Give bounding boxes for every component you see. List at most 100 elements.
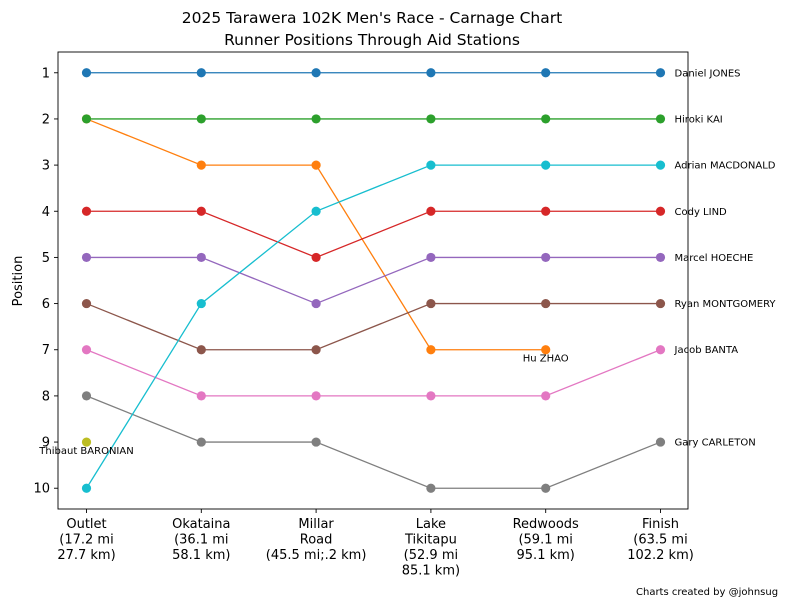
y-tick-label: 7 (42, 343, 50, 358)
x-tick-label-line: 102.2 km) (627, 548, 694, 563)
x-tick-label: Okataina (36.1 mi 58.1 km) (172, 517, 230, 563)
x-tick-label-line: (45.5 mi;.2 km) (266, 548, 367, 563)
y-tick-label: 3 (42, 159, 50, 174)
runner-label: Marcel HOECHE (675, 253, 754, 264)
series-point (655, 298, 666, 309)
y-tick-label: 8 (42, 389, 50, 404)
series-point (426, 391, 436, 401)
x-tick-label-line: Tikitapu (404, 533, 457, 548)
y-tick-label: 2 (42, 112, 50, 127)
series-point (311, 68, 321, 78)
series-point (81, 391, 92, 401)
runner-label: Hu ZHAO (523, 354, 569, 365)
series-point (426, 68, 436, 78)
x-tick-label-line: Redwoods (513, 517, 579, 532)
series-cody-lind (81, 206, 666, 263)
chart-subtitle: Runner Positions Through Aid Stations (224, 31, 520, 49)
series-daniel-jones (81, 68, 666, 78)
series-point (655, 437, 666, 447)
series-point (541, 345, 551, 355)
series-point (426, 206, 436, 216)
series-point (655, 252, 666, 263)
series-line (86, 210, 661, 259)
series-point (311, 345, 321, 355)
series-point (426, 160, 436, 170)
x-tick-label-line: 58.1 km) (172, 548, 230, 563)
x-tick-label: Millar Road (45.5 mi;.2 km) (266, 517, 367, 563)
y-tick-label: 10 (33, 482, 50, 497)
series-point (541, 483, 551, 493)
series-point (311, 206, 321, 216)
runner-label: Hiroki KAI (675, 114, 723, 125)
series-point (311, 252, 321, 263)
x-tick-label-line: (17.2 mi (59, 533, 113, 548)
x-tick-label-line: Lake (416, 517, 446, 532)
x-tick-label-line: (63.5 mi (633, 533, 687, 548)
x-tick-label-line: (36.1 mi (174, 533, 228, 548)
y-tick-label: 6 (42, 297, 50, 312)
series-point (311, 298, 321, 309)
series-thibaut-baronian (81, 437, 92, 447)
series-gary-carleton (81, 391, 666, 493)
x-tick-label: Outlet (17.2 mi 27.7 km) (57, 517, 115, 563)
series-point (196, 252, 206, 263)
series-point (426, 252, 436, 263)
series-point (541, 160, 551, 170)
series-point (655, 114, 666, 124)
series-point (81, 68, 92, 78)
series-point (311, 437, 321, 447)
plot-area: 1 2 3 4 5 6 7 8 9 10 Outlet (17.2 mi 27.7 km) Okatain… (33, 51, 777, 579)
runner-label: Cody LIND (675, 207, 728, 218)
series-line (86, 302, 661, 351)
series-point (541, 206, 551, 216)
x-tick-label-line: Road (300, 533, 333, 548)
series-point (81, 437, 92, 447)
series-point (426, 483, 436, 493)
y-tick-label: 9 (42, 436, 50, 451)
x-tick-label-line: 85.1 km) (402, 564, 460, 579)
series-point (426, 298, 436, 309)
series-point (541, 68, 551, 78)
series-marcel-hoeche (81, 252, 666, 309)
series-point (196, 68, 206, 78)
x-tick-label-line: Finish (642, 517, 679, 532)
series-point (196, 298, 206, 309)
x-tick-label: Redwoods (59.1 mi 95.1 km) (513, 517, 579, 563)
runner-label: Ryan MONTGOMERY (675, 299, 777, 310)
series-point (196, 206, 206, 216)
runner-label: Daniel JONES (675, 68, 741, 79)
runner-label: Thibaut BARONIAN (38, 446, 133, 457)
x-tick-label-line: Okataina (172, 517, 230, 532)
series-point (541, 114, 551, 124)
chart-title: 2025 Tarawera 102K Men's Race - Carnage … (182, 9, 562, 27)
runner-label: Adrian MACDONALD (675, 161, 776, 172)
series-point (81, 483, 92, 493)
series-point (311, 114, 321, 124)
series-line (86, 349, 661, 397)
series-jacob-banta (81, 345, 666, 401)
series-point (311, 391, 321, 401)
series-point (541, 252, 551, 263)
series-point (426, 114, 436, 124)
series-point (81, 298, 92, 309)
x-tick-label-line: 27.7 km) (57, 548, 115, 563)
series-point (81, 206, 92, 216)
y-tick-label: 1 (42, 66, 50, 81)
series-point (196, 114, 206, 124)
x-tick-label-line: Millar (298, 517, 334, 532)
runner-label: Jacob BANTA (674, 345, 739, 356)
x-tick-label: Lake Tikitapu (52.9 mi 85.1 km) (402, 517, 460, 579)
x-tick-label-line: (59.1 mi (518, 533, 572, 548)
series-line (85, 164, 661, 489)
series-point (81, 114, 92, 124)
credit-text: Charts created by @johnsug (636, 587, 778, 598)
series-point (196, 345, 206, 355)
series-point (196, 160, 206, 170)
axes-frame (57, 51, 689, 510)
series-point (655, 68, 666, 78)
y-axis-label: Position (11, 256, 26, 307)
series-point (655, 160, 666, 170)
series-point (655, 206, 666, 216)
x-tick-label-line: (52.9 mi (404, 548, 458, 563)
